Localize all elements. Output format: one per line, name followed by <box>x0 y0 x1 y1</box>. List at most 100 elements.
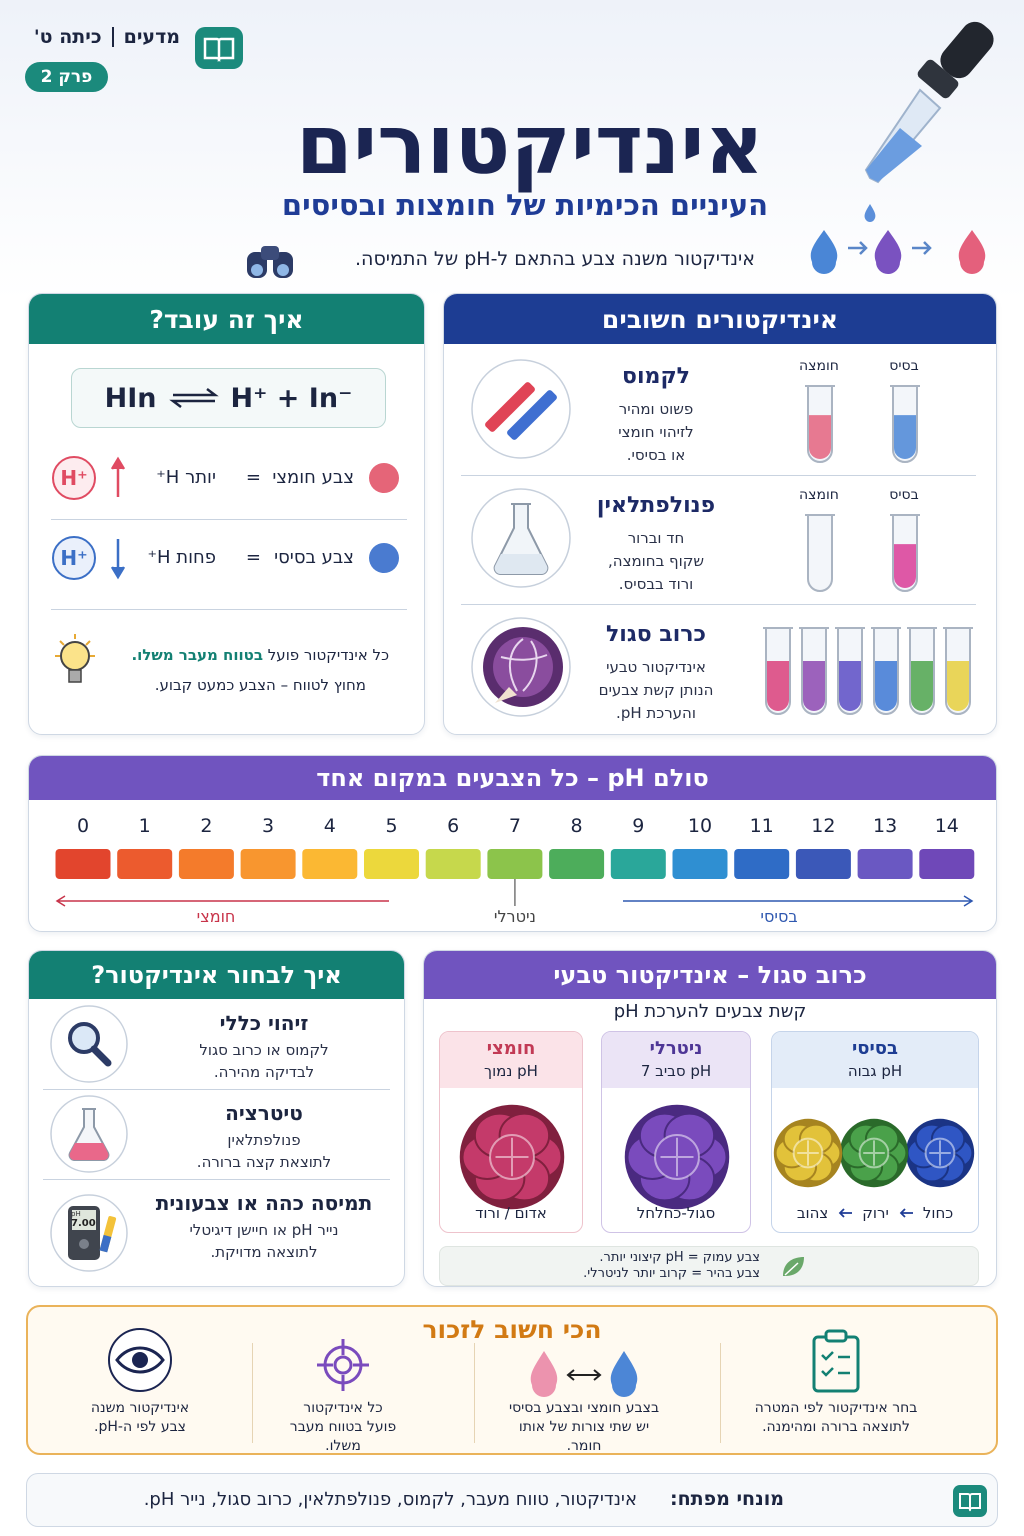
important-indicators-panel: אינדיקטורים חשובים לקמוס פשוט ומהיר לזיהוי… <box>443 293 997 735</box>
footer-terms: אינדיקטור, טווח מעבר, לקמוס, פנולפתלאין,… <box>143 1489 637 1510</box>
ph-value: 11 <box>750 815 774 837</box>
note-line: צבע בהיר = קרוב יותר לניטרלי. <box>583 1266 760 1281</box>
shape <box>203 37 235 63</box>
bulb-icon <box>55 634 95 683</box>
choose-line: לבדיקה מהירה. <box>213 1063 315 1081</box>
remember-line: אינדיקטור משנה <box>90 1400 190 1416</box>
shape <box>51 519 407 520</box>
equals: = <box>245 547 261 568</box>
cabbage <box>905 1118 975 1188</box>
divider <box>43 1179 390 1180</box>
cabbage <box>773 1118 843 1188</box>
choose-line: פנולפתלאין <box>227 1131 301 1149</box>
shape <box>801 384 839 470</box>
shape <box>810 230 838 274</box>
shape <box>132 1352 148 1368</box>
shape <box>824 1329 848 1343</box>
shape <box>622 1102 732 1216</box>
shape <box>660 1137 694 1177</box>
tube-label: בסיס <box>889 487 919 503</box>
shape <box>795 626 833 722</box>
panel-title: איך זה עובד? <box>29 294 424 344</box>
amount: יותר H⁺ <box>156 467 216 488</box>
result: צבע חומצי <box>272 467 354 488</box>
separator <box>111 27 114 47</box>
choose-item: pH 7.00 תמיסה כהה או צבעונית נייר pH או חיי… <box>29 1179 404 1286</box>
shape <box>864 204 876 222</box>
color-sequence: כחול ירוק צהוב <box>772 1204 978 1222</box>
test-tube <box>805 385 835 463</box>
subject: מדעים <box>123 26 180 48</box>
choose-panel: איך לבחור אינדיקטור? זיהוי כללי לקמוס או … <box>28 950 405 1287</box>
shape <box>500 638 548 692</box>
indicator-name: פנולפתלאין <box>596 493 716 518</box>
color-name: כחול <box>922 1204 954 1222</box>
indicator-desc: שקוף בחומצה, <box>608 552 704 570</box>
shape <box>911 660 933 711</box>
tube-label: חומצה <box>799 358 839 374</box>
footer: מונחי מפתח: אינדיקטור, טווח מעבר, לקמוס,… <box>26 1473 998 1527</box>
note-line2: מחוץ לטווח – הצבע כמעט קבוע. <box>154 676 366 694</box>
meter-unit: pH <box>71 1210 81 1218</box>
tube-label: בסיס <box>889 358 919 374</box>
shape <box>79 1239 89 1249</box>
test-tube <box>871 627 901 715</box>
color-name: סגול-כחלחל <box>636 1204 716 1222</box>
divider <box>461 475 976 476</box>
remember-line: חומר. <box>566 1438 602 1454</box>
shape <box>277 264 289 276</box>
divider <box>251 1343 253 1443</box>
test-tube <box>890 514 920 592</box>
test-tube <box>799 627 829 715</box>
indicator-desc: והערכת pH. <box>616 704 696 722</box>
acid-arrow <box>55 895 389 907</box>
cabbage-note: צבע עמוק = pH קיצוני יותר. צבע בהיר = קר… <box>439 1246 979 1286</box>
test-tube <box>907 627 937 715</box>
choose-title: תמיסה כהה או צבעונית <box>155 1191 373 1215</box>
color-dot <box>369 463 399 493</box>
ph-color-block <box>919 849 975 879</box>
color-name: אדום / ורוד <box>475 1204 547 1222</box>
indicator-name: כרוב סגול <box>606 622 706 647</box>
note-text: כל אינדיקטור פועל <box>267 646 389 664</box>
base-arrow <box>623 895 974 907</box>
cabbage-column: חומצי pH נמוך אדום / ורוד <box>439 1031 583 1233</box>
ph-color-block <box>364 849 419 879</box>
ph-color-block <box>549 849 605 879</box>
shape <box>72 1210 96 1230</box>
eye-icon <box>108 1328 172 1392</box>
column-name: בסיסי <box>851 1038 899 1059</box>
color-dot <box>369 543 399 573</box>
shape <box>315 1337 371 1397</box>
choose-title: זיהוי כללי <box>219 1011 309 1035</box>
remember-title: הכי חשוב לזכור <box>422 1315 602 1344</box>
indicator-desc: חד וברור <box>627 529 685 547</box>
shape <box>947 660 969 711</box>
cabbage-column: ניטרלי pH סביב 7 סגול-כחלחל <box>601 1031 751 1233</box>
cabbage-subtitle: קשת צבעים להערכת pH <box>613 1001 807 1022</box>
meter-value: 7.00 <box>71 1218 96 1229</box>
ph-color-block <box>672 849 728 879</box>
shape <box>866 128 922 182</box>
litmus-icon <box>471 359 571 459</box>
shape <box>495 687 517 703</box>
panel-title: איך לבחור אינדיקטור? <box>29 951 404 999</box>
shape <box>471 488 571 592</box>
shape <box>317 1339 369 1391</box>
result: צבע בסיסי <box>274 547 354 568</box>
shape <box>899 1208 913 1218</box>
shape <box>875 660 897 711</box>
choose-line: לתוצאה מדויקת. <box>210 1243 318 1261</box>
shape <box>566 1369 602 1381</box>
shape <box>805 514 835 592</box>
test-tube <box>890 385 920 463</box>
ph-color-block <box>302 849 358 879</box>
shape <box>767 660 789 711</box>
book-icon <box>195 27 243 69</box>
note-highlight: בטווח מעבר משלו. <box>131 646 263 664</box>
binoculars-icon <box>247 246 293 278</box>
shape <box>68 1022 100 1054</box>
remember-line: בצבע חומצי ובצבע בסיסי <box>508 1400 660 1416</box>
indicator-item: פנולפתלאין חד וברור שקוף בחומצה, ורוד בבסיס… <box>444 475 996 604</box>
